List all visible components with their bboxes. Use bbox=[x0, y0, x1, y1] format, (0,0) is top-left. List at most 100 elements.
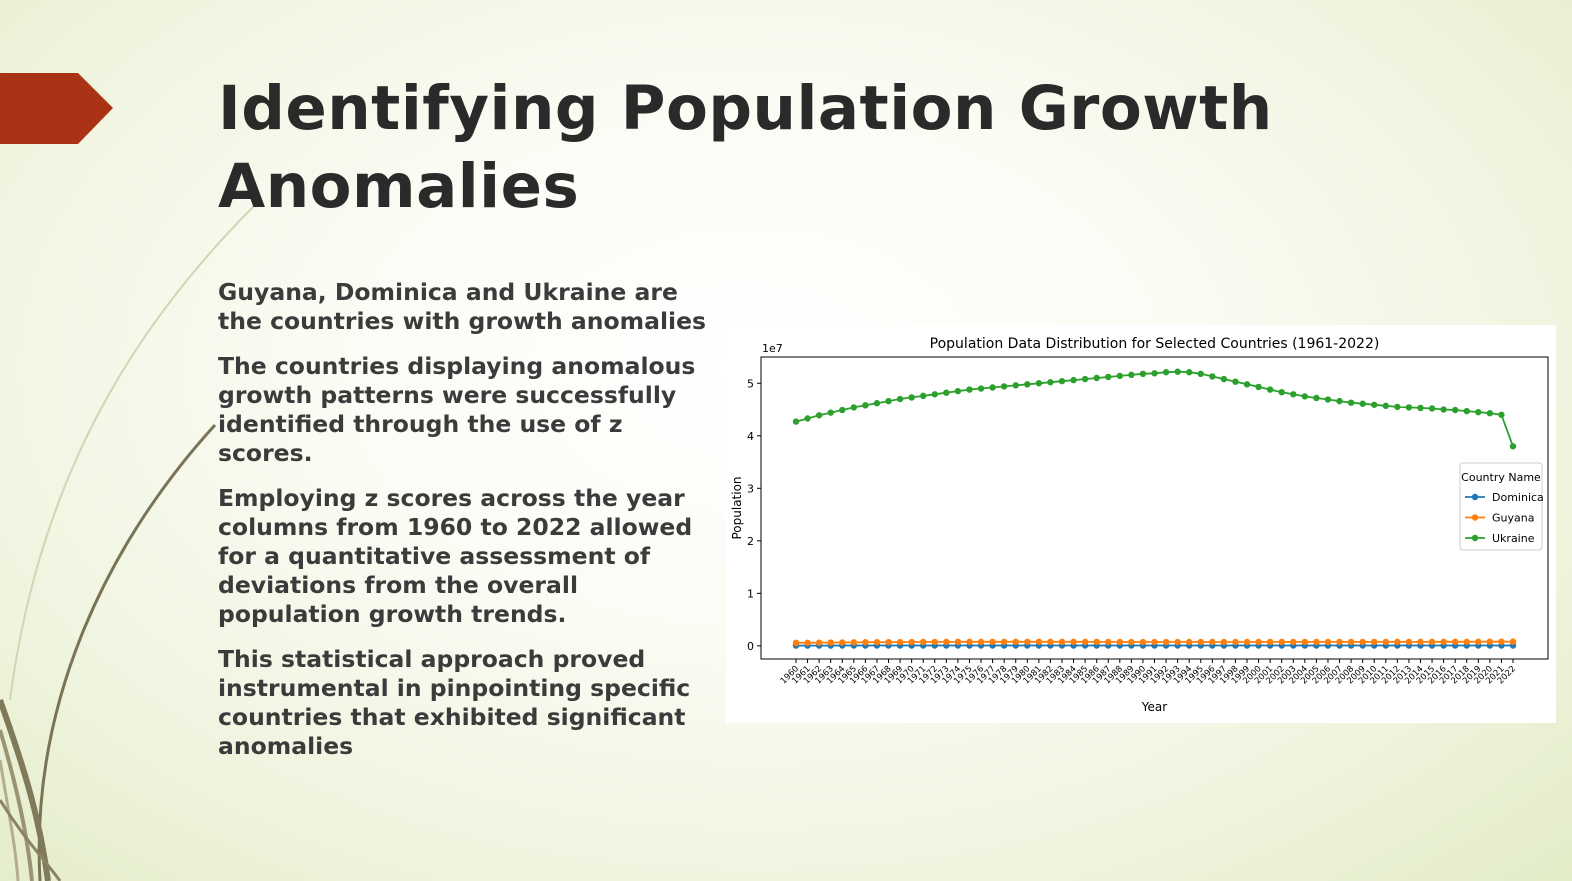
data-point-guyana bbox=[1047, 638, 1054, 646]
data-point-guyana bbox=[966, 638, 973, 646]
bullet-text: This statistical approach proved instrum… bbox=[218, 645, 691, 760]
data-point-ukraine bbox=[989, 384, 996, 391]
data-point-ukraine bbox=[1498, 411, 1505, 418]
deco-curve bbox=[9, 204, 256, 701]
data-point-ukraine bbox=[1197, 370, 1204, 378]
data-point-ukraine bbox=[1174, 368, 1181, 375]
data-point-ukraine bbox=[977, 385, 985, 392]
data-point-guyana bbox=[1417, 638, 1424, 646]
data-point-guyana bbox=[943, 638, 950, 646]
data-point-guyana bbox=[827, 639, 834, 646]
data-point-ukraine bbox=[815, 412, 823, 419]
bullet-text: The countries displaying anomalous growt… bbox=[218, 352, 696, 467]
data-point-guyana bbox=[862, 639, 869, 646]
data-point-ukraine bbox=[908, 394, 915, 401]
data-point-guyana bbox=[839, 639, 846, 646]
y-tick-label: 1 bbox=[747, 587, 754, 600]
data-point-guyana bbox=[1105, 638, 1112, 646]
y-scale-label: 1e7 bbox=[762, 342, 783, 355]
deco-curve bbox=[0, 729, 34, 881]
data-point-guyana bbox=[804, 639, 811, 646]
data-point-guyana bbox=[954, 638, 962, 646]
data-point-ukraine bbox=[1278, 388, 1285, 396]
data-point-ukraine bbox=[1486, 409, 1494, 417]
bullet-text: Guyana, Dominica and Ukraine are the cou… bbox=[218, 278, 707, 335]
legend-marker-guyana bbox=[1471, 514, 1479, 521]
data-point-ukraine bbox=[862, 402, 869, 409]
data-point-guyana bbox=[1371, 638, 1378, 646]
data-point-guyana bbox=[1220, 638, 1228, 646]
data-point-guyana bbox=[873, 638, 881, 646]
data-point-ukraine bbox=[1301, 393, 1309, 400]
data-point-ukraine bbox=[1070, 376, 1077, 384]
data-point-guyana bbox=[815, 639, 823, 646]
data-point-guyana bbox=[896, 638, 904, 646]
data-point-ukraine bbox=[885, 397, 892, 405]
data-point-guyana bbox=[1255, 638, 1262, 646]
data-point-guyana bbox=[1232, 638, 1239, 646]
y-axis-label: Population bbox=[730, 476, 744, 539]
data-point-guyana bbox=[1209, 638, 1216, 646]
data-point-ukraine bbox=[1266, 386, 1274, 393]
data-point-ukraine bbox=[1382, 402, 1389, 410]
x-axis-label: Year bbox=[1141, 700, 1167, 714]
legend-marker-dominica bbox=[1471, 493, 1479, 501]
legend-label-guyana: Guyana bbox=[1492, 512, 1534, 525]
data-point-guyana bbox=[1128, 638, 1135, 646]
data-point-ukraine bbox=[1255, 383, 1262, 391]
data-point-guyana bbox=[908, 638, 915, 646]
slide-title: Identifying Population Growth Anomalies bbox=[218, 73, 1273, 222]
data-point-guyana bbox=[1463, 638, 1470, 645]
data-point-guyana bbox=[1382, 638, 1389, 646]
data-point-guyana bbox=[1440, 638, 1447, 646]
data-point-guyana bbox=[1324, 638, 1332, 646]
chart-title: Population Data Distribution for Selecte… bbox=[930, 336, 1380, 352]
data-point-guyana bbox=[1174, 638, 1181, 646]
data-point-guyana bbox=[1336, 638, 1343, 646]
series-line-ukraine bbox=[795, 370, 1514, 447]
data-point-ukraine bbox=[1290, 391, 1297, 398]
data-point-ukraine bbox=[954, 387, 962, 395]
data-point-ukraine bbox=[931, 391, 938, 398]
data-point-ukraine bbox=[1151, 370, 1158, 377]
data-point-ukraine bbox=[804, 415, 811, 422]
data-point-guyana bbox=[1000, 638, 1008, 646]
data-point-guyana bbox=[1116, 638, 1124, 646]
data-point-guyana bbox=[885, 638, 892, 646]
data-point-ukraine bbox=[1347, 399, 1355, 406]
deco-curve bbox=[37, 423, 217, 881]
data-point-guyana bbox=[1151, 638, 1158, 646]
data-point-guyana bbox=[1266, 638, 1274, 646]
y-tick-label: 5 bbox=[747, 377, 754, 390]
data-point-ukraine bbox=[1336, 397, 1343, 405]
data-point-ukraine bbox=[1359, 400, 1366, 407]
data-point-ukraine bbox=[1162, 369, 1170, 376]
bullet-item: Employing z scores across the year colum… bbox=[170, 484, 710, 629]
data-point-guyana bbox=[1278, 638, 1285, 646]
data-point-guyana bbox=[1185, 638, 1193, 646]
data-point-ukraine bbox=[1209, 373, 1216, 380]
data-point-ukraine bbox=[827, 409, 834, 416]
data-point-ukraine bbox=[1035, 380, 1043, 387]
deco-curve bbox=[0, 759, 20, 881]
data-point-ukraine bbox=[873, 400, 881, 407]
bullet-list: Guyana, Dominica and Ukraine are the cou… bbox=[170, 278, 710, 777]
bullet-item: The countries displaying anomalous growt… bbox=[170, 352, 710, 468]
data-point-guyana bbox=[1243, 638, 1251, 646]
data-point-guyana bbox=[1093, 638, 1100, 646]
data-point-guyana bbox=[1162, 638, 1170, 646]
data-point-guyana bbox=[1313, 638, 1320, 646]
y-tick-label: 4 bbox=[747, 430, 754, 443]
data-point-guyana bbox=[850, 639, 858, 646]
data-point-ukraine bbox=[1463, 407, 1470, 415]
line-chart: Population Data Distribution for Selecte… bbox=[730, 336, 1549, 714]
data-point-ukraine bbox=[792, 418, 800, 425]
data-point-ukraine bbox=[896, 395, 904, 403]
data-point-guyana bbox=[989, 638, 996, 646]
data-point-guyana bbox=[1486, 638, 1494, 645]
data-point-guyana bbox=[1451, 638, 1459, 645]
data-point-ukraine bbox=[1313, 394, 1320, 402]
data-point-ukraine bbox=[1475, 408, 1482, 416]
data-point-ukraine bbox=[839, 406, 846, 414]
